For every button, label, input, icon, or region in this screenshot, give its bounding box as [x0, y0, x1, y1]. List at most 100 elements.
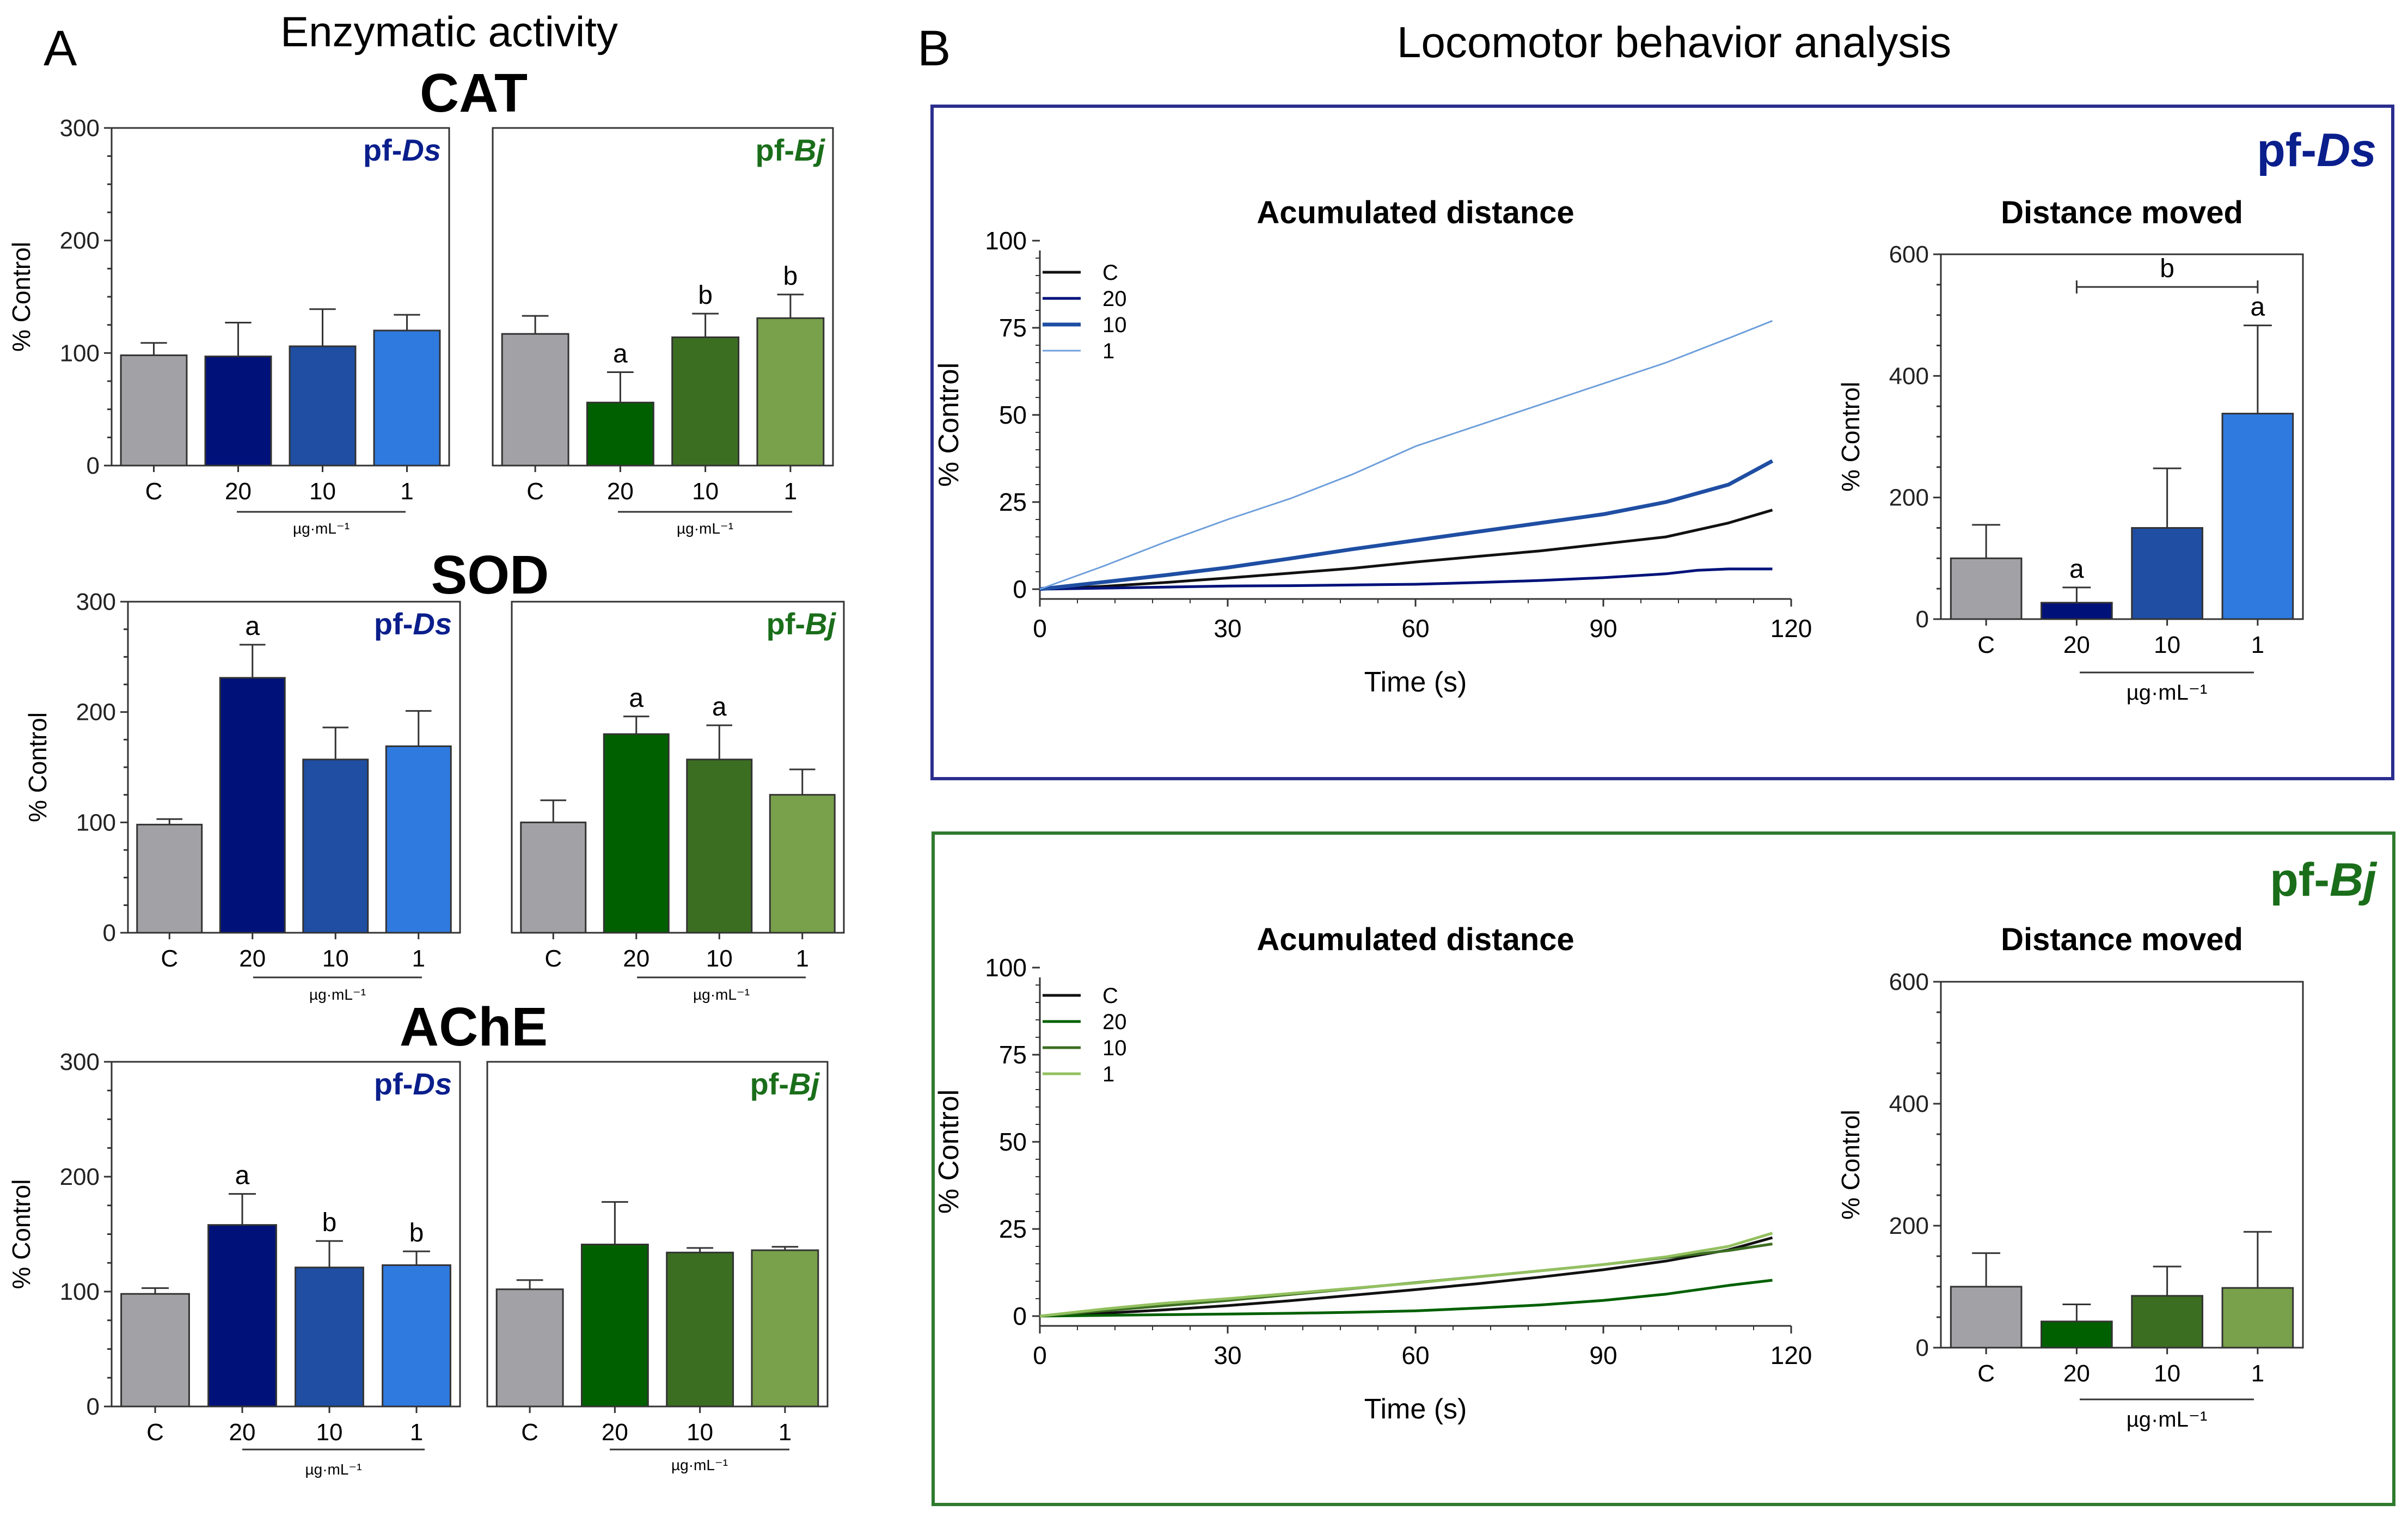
ache-pf-bj-chart: C 20 10 1 µg·mL⁻¹ pf-Bj: [486, 1061, 829, 1473]
x-tick-label: 30: [1214, 614, 1241, 643]
significance-letter: a: [629, 684, 644, 713]
legend-label: 10: [1102, 313, 1127, 337]
x-tick-label: 1: [410, 1419, 423, 1446]
chart-title: Acumulated distance: [1257, 195, 1574, 230]
x-tick-label: C: [1977, 1360, 1995, 1387]
x-tick-label: 20: [2063, 1360, 2090, 1387]
series-line-C: [1039, 1236, 1773, 1318]
bar: [2221, 413, 2294, 620]
concentration-unit-label: µg·mL⁻¹: [2127, 681, 2208, 705]
extract-tag-species: Ds: [413, 607, 452, 641]
bar: [751, 1249, 819, 1408]
distance-moved-pf-bj-chart: 0 200 400 600 % Control C 20 10 1 µg·mL⁻¹ Distance…: [1836, 922, 2304, 1432]
y-tick-label: 75: [999, 1041, 1027, 1069]
chart-title: Distance moved: [2001, 195, 2243, 230]
x-tick-label: C: [544, 945, 562, 972]
x-tick-label: C: [161, 945, 178, 972]
chart-title: Acumulated distance: [1257, 922, 1574, 957]
bar: [1950, 1286, 2023, 1349]
extract-tag-prefix: pf-: [750, 1067, 789, 1101]
x-tick-label: 1: [2251, 1360, 2264, 1387]
plot-frame: [486, 1061, 829, 1408]
significance-letter: a: [2069, 555, 2084, 584]
series-line-1: [1039, 1232, 1773, 1318]
x-tick-label: C: [146, 1419, 164, 1446]
x-tick-label: 10: [309, 478, 336, 505]
legend-label: 10: [1102, 1036, 1127, 1060]
y-tick-label: 600: [1889, 969, 1929, 995]
concentration-unit-label: µg·mL⁻¹: [677, 520, 733, 537]
y-axis-label: % Control: [1836, 1110, 1865, 1220]
x-tick-label: 20: [623, 945, 650, 972]
x-axis-label: Time (s): [1364, 1393, 1467, 1425]
y-tick-label: 50: [999, 1128, 1027, 1156]
y-tick-label: 0: [103, 920, 116, 946]
bar: [207, 1224, 277, 1408]
plot-frame: [511, 601, 845, 934]
y-tick-label: 300: [60, 115, 100, 142]
pf-ds-box-label-prefix: pf-: [2257, 124, 2317, 176]
series-line-20: [1039, 1279, 1773, 1318]
x-tick-label: 10: [2154, 1360, 2180, 1387]
series-line-10: [1039, 459, 1774, 591]
legend-label: 20: [1102, 1010, 1127, 1034]
legend-label: 20: [1102, 287, 1127, 311]
legend-label: C: [1102, 984, 1118, 1008]
extract-tag: pf-Bj: [766, 607, 836, 641]
pf-ds-box-label: pf-Ds: [2257, 124, 2376, 176]
concentration-unit-label: µg·mL⁻¹: [2127, 1408, 2208, 1432]
x-tick-label: 60: [1401, 614, 1429, 643]
chart-title: Distance moved: [2001, 922, 2243, 957]
x-tick-label: 10: [687, 1419, 713, 1446]
significance-letter: b: [698, 281, 713, 310]
extract-tag: pf-Bj: [755, 133, 825, 167]
bar: [2041, 1320, 2113, 1349]
legend-label: 1: [1102, 339, 1114, 363]
x-tick-label: 20: [602, 1419, 628, 1446]
sod-pf-bj-chart: C 20 a 10 a 1 µg·mL⁻¹ pf-Bj: [511, 601, 845, 1003]
y-tick-label: 75: [999, 314, 1027, 342]
x-tick-label: 20: [225, 478, 252, 505]
y-tick-label: 25: [999, 1215, 1027, 1243]
bar: [2041, 602, 2113, 620]
concentration-unit-label: µg·mL⁻¹: [693, 986, 750, 1003]
distance-moved-pf-ds-chart: 0 200 400 600 % Control C 20 a 10 1 a µg·mL⁻¹ Distan…: [1836, 195, 2304, 705]
series-line-20: [1039, 567, 1773, 591]
bar: [120, 1293, 190, 1408]
plot-frame: [492, 127, 834, 467]
x-axis-label: Time (s): [1364, 666, 1467, 698]
y-tick-label: 0: [1916, 1335, 1929, 1361]
bar: [302, 759, 369, 934]
x-tick-label: C: [145, 478, 163, 505]
x-tick-label: 120: [1770, 1341, 1812, 1369]
y-tick-label: 300: [60, 1049, 100, 1075]
y-tick-label: 0: [87, 1393, 100, 1420]
y-tick-label: 100: [985, 953, 1027, 982]
x-tick-label: 20: [229, 1419, 256, 1446]
panel-b-title: Locomotor behavior analysis: [1397, 18, 1951, 66]
x-tick-label: 20: [607, 478, 634, 505]
y-tick-label: 300: [76, 589, 116, 615]
y-tick-label: 400: [1889, 1091, 1929, 1117]
x-tick-label: 10: [316, 1419, 343, 1446]
y-tick-label: 0: [87, 452, 100, 479]
y-tick-label: 600: [1889, 241, 1929, 268]
x-tick-label: 0: [1033, 1341, 1047, 1369]
x-tick-label: 1: [779, 1419, 792, 1446]
x-tick-label: 120: [1770, 614, 1812, 643]
bar: [136, 823, 203, 934]
panel-a-letter: A: [44, 21, 77, 76]
bar: [295, 1267, 364, 1408]
bar: [204, 356, 272, 467]
sod-pf-ds-chart: 0 100 200 300 % Control C 20 a 10 1 µg·mL⁻¹ pf-Ds: [23, 589, 461, 1003]
pf-bj-box-label-species: Bj: [2330, 854, 2378, 906]
x-tick-label: 1: [400, 478, 413, 505]
significance-letter: b: [783, 262, 798, 291]
ache-pf-ds-chart: 0 100 200 300 % Control C 20 a 10 b 1 b µg·mL⁻¹ pf-Ds: [7, 1049, 461, 1478]
extract-tag-prefix: pf-: [374, 607, 413, 641]
y-tick-label: 100: [60, 340, 100, 366]
bar: [603, 733, 670, 934]
significance-letter: a: [245, 612, 260, 641]
y-axis-label: % Control: [933, 363, 965, 487]
